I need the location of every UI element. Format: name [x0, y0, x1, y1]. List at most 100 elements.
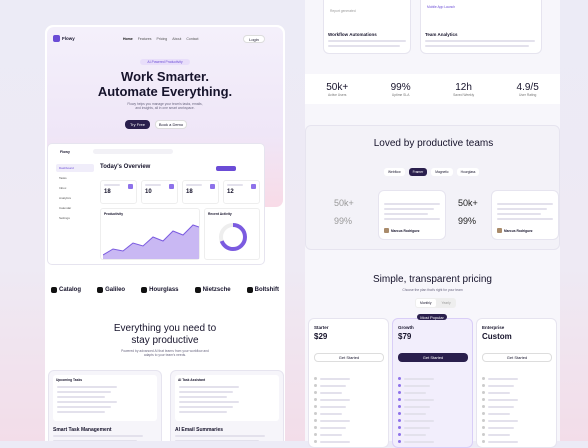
- feature-line: [488, 433, 510, 436]
- text-line: [497, 218, 553, 220]
- nav-link[interactable]: Home: [123, 37, 133, 41]
- tab[interactable]: Framer: [408, 168, 428, 176]
- check: [482, 384, 485, 387]
- feature-title: Smart Task Management: [53, 427, 112, 433]
- logo-mark: [246, 287, 253, 293]
- primary-button[interactable]: Try Free: [125, 120, 150, 129]
- left-panel: Flowy Home Features Pricing About Contact Lo…: [45, 25, 285, 441]
- check: [482, 440, 485, 443]
- toggle-option[interactable]: Yearly: [441, 301, 451, 305]
- feature-line: [404, 391, 426, 394]
- stat-icon: [251, 184, 256, 189]
- activity-card: Recent Activity: [204, 208, 260, 260]
- nav-link[interactable]: Pricing: [156, 37, 168, 41]
- feature-line: [320, 398, 350, 401]
- stat-value: 99%: [390, 81, 411, 93]
- feature-line: [488, 377, 518, 380]
- logo-text: Catalog: [59, 287, 82, 293]
- hero-title-line: Work Smarter.: [121, 69, 209, 84]
- feature-line: [488, 391, 510, 394]
- text-line: [57, 396, 105, 398]
- sidebar-item: Calendar: [59, 206, 72, 210]
- sidebar-item: Settings: [59, 216, 70, 220]
- stat-card: 12: [223, 180, 260, 204]
- chart-title: Productivity: [104, 212, 124, 216]
- feature-line: [404, 405, 430, 408]
- check: [398, 433, 401, 436]
- check: [482, 377, 485, 380]
- logos: Catalog Galileo Hourglass Nietzsche Boltshif…: [51, 287, 279, 293]
- plan-cta[interactable]: Get Started: [314, 353, 384, 362]
- logo-item: Galileo: [97, 287, 125, 293]
- stat-value: 50k+: [326, 81, 349, 93]
- feature-title: Workflow Automations: [328, 32, 377, 37]
- feature-line: [320, 391, 342, 394]
- testimonials-title: Loved by productive teams: [373, 138, 494, 149]
- chart-card: Productivity: [100, 208, 200, 260]
- nav-link[interactable]: Features: [137, 37, 152, 41]
- feature-note: Mobile App Launch: [427, 5, 456, 9]
- plan-cta[interactable]: Get Started: [398, 353, 468, 362]
- search: [93, 149, 173, 154]
- feature-panel: [53, 375, 157, 421]
- check: [398, 426, 401, 429]
- text-line: [53, 435, 143, 437]
- feature-card: AI Task Assistant AI Email Summaries: [170, 370, 284, 441]
- stat-label: Uptime SLA: [391, 92, 410, 97]
- feature-line: [404, 412, 426, 415]
- check: [314, 426, 317, 429]
- check: [314, 391, 317, 394]
- check: [314, 412, 317, 415]
- stat: 4.9/5 User Rating: [517, 82, 539, 97]
- stat-card: 10: [141, 180, 178, 204]
- feature-line: [404, 384, 430, 387]
- logo-item: Nietzsche: [194, 287, 231, 293]
- stat-value: 18: [104, 189, 111, 195]
- text-line: [175, 435, 265, 437]
- plan-card: Growth $79 Get Started: [392, 318, 473, 448]
- plan-cta[interactable]: Get Started: [482, 353, 552, 362]
- stat-value: 18: [186, 189, 193, 195]
- feature-line: [404, 433, 426, 436]
- plan-name: Growth: [398, 325, 414, 330]
- check: [482, 433, 485, 436]
- plan-price: Custom: [482, 332, 512, 341]
- check: [398, 398, 401, 401]
- text-line: [179, 386, 239, 388]
- login-button[interactable]: Login: [243, 35, 265, 43]
- activity-title: Recent Activity: [208, 212, 232, 216]
- check: [398, 384, 401, 387]
- text-line: [384, 218, 440, 220]
- text-line: [425, 45, 529, 47]
- features-title: Everything you need to stay productive: [45, 323, 285, 347]
- dashboard-logo: Flowy: [60, 150, 70, 154]
- metric: 50k+: [334, 198, 354, 208]
- hero-badge: AI-Powered Productivity: [140, 59, 190, 65]
- check: [398, 391, 401, 394]
- hero-title-line: Automate Everything.: [97, 84, 233, 99]
- stat-card: 18: [182, 180, 219, 204]
- stat: 50k+ Active Users: [326, 82, 348, 97]
- tab[interactable]: Hourglass: [456, 168, 480, 176]
- nav-link[interactable]: Contact: [186, 37, 199, 41]
- toggle-option[interactable]: Monthly: [416, 299, 436, 307]
- logo-text: Nietzsche: [202, 287, 231, 293]
- sidebar-item: Dashboard: [56, 164, 94, 172]
- feature-panel: [175, 375, 279, 421]
- dashboard: Flowy Dashboard Tasks Inbox Analytics Calend…: [47, 143, 265, 265]
- panel-title: AI Task Assistant: [178, 378, 206, 382]
- feature-line: [320, 412, 342, 415]
- text-line: [57, 411, 105, 413]
- feature-line: [404, 419, 434, 422]
- nav-link[interactable]: About: [172, 37, 182, 41]
- tab[interactable]: Magnetic: [431, 168, 453, 176]
- new-task[interactable]: [216, 166, 236, 171]
- secondary-button[interactable]: Book a Demo: [155, 120, 187, 129]
- plan-card: Enterprise Custom Get Started: [476, 318, 557, 448]
- feature-line: [320, 405, 346, 408]
- feature-line: [404, 377, 434, 380]
- plan-card: Starter $29 Get Started: [308, 318, 389, 448]
- feature-line: [320, 419, 350, 422]
- text-line: [384, 208, 434, 210]
- tab[interactable]: Webflow: [384, 168, 405, 176]
